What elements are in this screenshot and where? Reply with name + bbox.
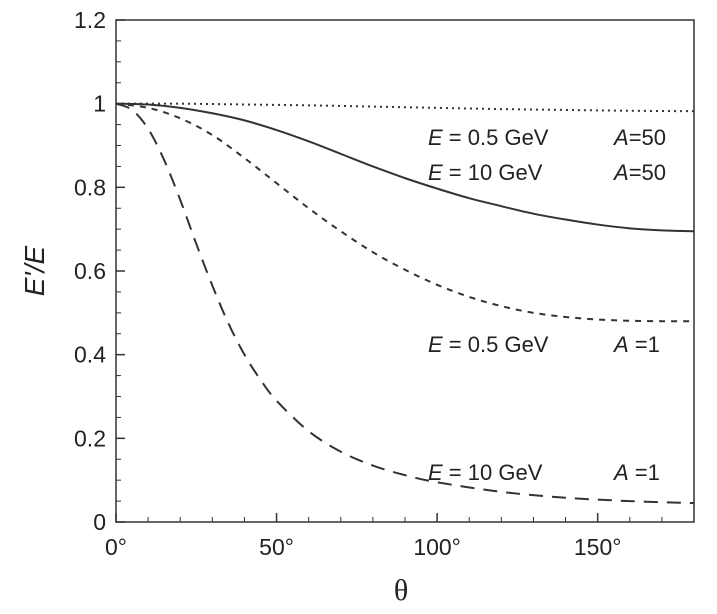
x-tick-label: 0°: [105, 534, 127, 560]
plot-area: [115, 19, 695, 523]
annotation-energy: E = 0.5 GeV: [428, 125, 549, 150]
annotation-E-value: = 0.5 GeV: [443, 332, 549, 357]
annotation-A-value: =50: [629, 160, 666, 185]
annotation-A-symbol: A: [612, 160, 629, 185]
annotation-mass: A=50: [612, 160, 666, 185]
y-tick-label: 0.8: [74, 174, 106, 200]
y-tick-label: 1: [93, 91, 106, 117]
annotation-A-symbol: A: [612, 125, 629, 150]
annotations: E = 0.5 GeV A=50E = 10 GeV A=50E = 0.5 GeV…: [428, 125, 666, 485]
annotation-energy: E = 10 GeV: [428, 460, 543, 485]
series-line-2: [115, 102, 695, 233]
annotation-E-value: = 10 GeV: [443, 160, 543, 185]
annotation-mass: A =1: [612, 332, 660, 357]
annotation-A-symbol: A: [612, 332, 629, 357]
annotation-E-symbol: E: [428, 332, 443, 357]
x-tick-label: 50°: [259, 534, 294, 560]
annotation-E-value: = 0.5 GeV: [443, 125, 549, 150]
x-axis: 0° 50° 100° 150°: [105, 513, 663, 560]
annotation-A-value: =1: [629, 332, 660, 357]
x-tick-label: 150°: [574, 534, 622, 560]
y-tick-label: 0.4: [74, 342, 106, 368]
series-lines: [115, 102, 695, 505]
annotation-energy: E = 10 GeV: [428, 160, 543, 185]
annotation-E-value: = 10 GeV: [443, 460, 543, 485]
y-tick-label: 0.6: [74, 258, 106, 284]
y-tick-label: 0: [93, 509, 106, 535]
annotation-E-symbol: E: [428, 125, 443, 150]
y-axis: 0 0.2 0.4 0.6 0.8 1 1.2: [74, 7, 125, 535]
x-axis-label: θ: [394, 574, 408, 607]
y-tick-label: 1.2: [74, 7, 106, 33]
series-line-4: [115, 102, 695, 505]
series-line-3: [115, 102, 695, 323]
annotation-energy: E = 0.5 GeV: [428, 332, 549, 357]
annotation-E-symbol: E: [428, 160, 443, 185]
annotation-A-symbol: A: [612, 460, 629, 485]
series-line-1: [115, 102, 695, 113]
y-tick-label: 0.2: [74, 425, 106, 451]
x-tick-label: 100°: [413, 534, 461, 560]
annotation-A-value: =1: [629, 460, 660, 485]
annotation-A-value: =50: [629, 125, 666, 150]
annotation-E-symbol: E: [428, 460, 443, 485]
annotation-mass: A =1: [612, 460, 660, 485]
y-axis-label: E'/E: [19, 245, 50, 296]
annotation-mass: A=50: [612, 125, 666, 150]
